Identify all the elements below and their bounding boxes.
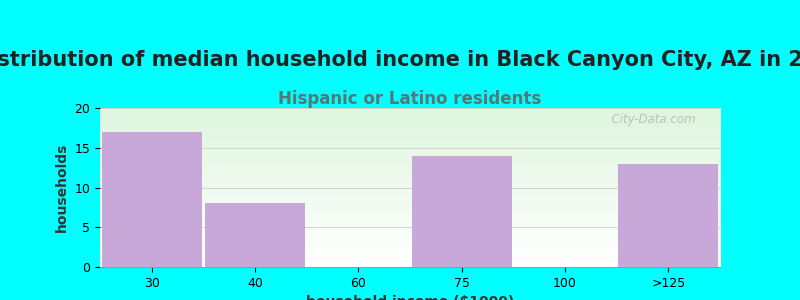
Bar	[618, 164, 718, 267]
Text: Distribution of median household income in Black Canyon City, AZ in 2022: Distribution of median household income …	[0, 50, 800, 70]
X-axis label: household income ($1000): household income ($1000)	[306, 295, 514, 300]
Text: City-Data.com: City-Data.com	[603, 113, 695, 126]
Text: Hispanic or Latino residents: Hispanic or Latino residents	[278, 90, 542, 108]
Bar	[205, 203, 305, 267]
Bar	[411, 156, 512, 267]
Bar	[102, 132, 202, 267]
Y-axis label: households: households	[55, 143, 69, 232]
